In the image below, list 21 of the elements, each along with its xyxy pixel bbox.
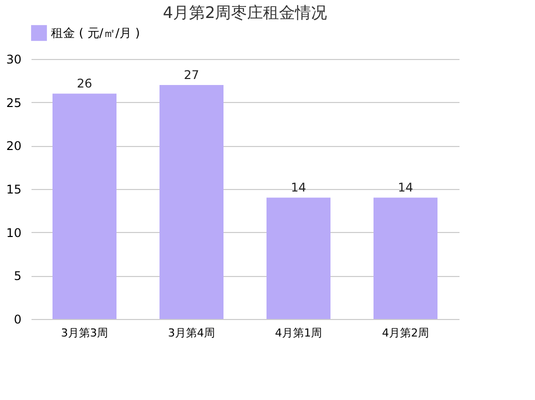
data-label: 14 xyxy=(398,180,414,195)
y-tick-label: 30 xyxy=(6,52,22,66)
data-label: 27 xyxy=(184,68,200,82)
y-tick-label: 0 xyxy=(14,312,22,326)
chart-title: 4月第2周枣庄租金情况 xyxy=(162,3,328,22)
x-tick-label: 3月第3周 xyxy=(61,326,108,340)
data-label: 14 xyxy=(290,180,306,195)
bar xyxy=(374,198,438,319)
bar xyxy=(160,85,224,319)
x-tick-label: 4月第2周 xyxy=(382,326,429,340)
y-tick-label: 15 xyxy=(6,182,22,196)
x-tick-label: 3月第4周 xyxy=(168,326,215,340)
legend-label: 租金 ( 元/㎡/月 ) xyxy=(51,26,140,40)
y-tick-label: 20 xyxy=(6,139,22,154)
bar xyxy=(266,198,330,319)
y-tick-label: 10 xyxy=(6,226,22,240)
data-label: 26 xyxy=(76,76,92,91)
y-tick-label: 25 xyxy=(6,96,22,110)
x-tick-label: 4月第1周 xyxy=(275,326,322,340)
bar xyxy=(52,94,116,319)
y-tick-label: 5 xyxy=(14,269,22,284)
